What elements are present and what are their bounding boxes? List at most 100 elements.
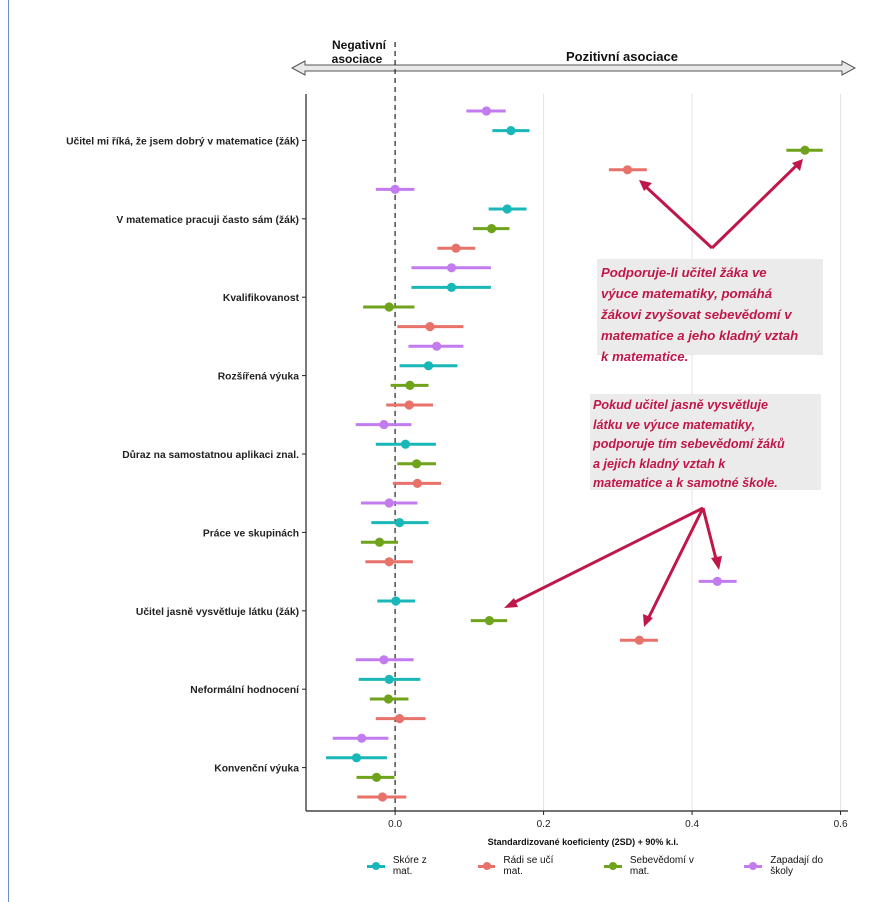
estimate-point: [425, 322, 435, 332]
legend-item: Sebevědomí v mat.: [602, 855, 715, 877]
y-tick-label: Učitel jasně vysvětluje látku (žák): [136, 607, 299, 618]
chart-marks: [326, 106, 823, 802]
x-axis-label: Standardizované koeficienty (2SD) + 90% …: [488, 837, 679, 847]
annotation-arrowheads: [504, 159, 803, 627]
arrow-2a: [510, 506, 704, 606]
legend-item: Zapadají do školy: [742, 855, 848, 877]
estimate-point: [383, 694, 394, 704]
arrow-2b: [646, 507, 705, 620]
legend-key-dot: [749, 862, 758, 870]
legend-label: Sebevědomí v mat.: [629, 855, 694, 877]
chart-legend: Skóre z mat. Rádi se učí mat. Sebevědomí v…: [365, 855, 875, 877]
association-arrow-shape: [290, 60, 857, 76]
callout-1-line: matematice a jeho kladný vztah: [601, 328, 799, 343]
estimate-point: [377, 792, 388, 802]
negative-label-line1: Negativní: [332, 38, 387, 52]
legend-key-dot: [372, 862, 380, 870]
y-tick-label: V matematice pracuji často sám (žák): [116, 215, 299, 226]
legend-item: Skóre z mat.: [365, 855, 449, 877]
estimate-point: [379, 655, 389, 665]
estimate-point: [384, 674, 394, 685]
legend-item: Rádi se učí mat.: [476, 855, 576, 877]
callout-1-line: výuce matematiky, pomáhá: [601, 286, 773, 301]
callout-2-line: látku ve výuce matematiky,: [593, 417, 755, 432]
x-tick-label: 0.0: [388, 819, 402, 830]
estimate-point: [390, 184, 400, 194]
estimate-point: [446, 263, 457, 273]
estimate-point: [384, 557, 394, 567]
callout-1-line: k matematice.: [601, 349, 689, 364]
callout-1-line: žákovi zvyšovat sebevědomí v: [601, 307, 792, 322]
arrow-1a: [643, 184, 714, 250]
estimate-point: [404, 400, 414, 410]
estimate-point: [446, 282, 457, 292]
estimate-point: [451, 243, 461, 253]
annotation-arrows: [510, 163, 799, 620]
legend-label: Skóre z mat.: [392, 855, 427, 877]
estimate-point: [481, 106, 492, 116]
estimate-point: [432, 341, 442, 351]
callout-2-line: matematice a k samotné škole.: [593, 476, 778, 490]
estimate-point: [405, 380, 415, 390]
arrow-2c: [701, 507, 719, 564]
estimate-point: [412, 459, 422, 469]
x-tick-label: 0.2: [537, 819, 551, 830]
y-tick-label: Rozšířená výuka: [218, 372, 300, 383]
estimate-point: [484, 616, 494, 626]
estimate-point: [351, 753, 362, 763]
estimate-point: [371, 772, 382, 783]
legend-key-dot: [609, 862, 618, 870]
estimate-point: [394, 714, 405, 724]
x-tick-label: 0.6: [834, 819, 848, 830]
callout-2-line: a jejich kladný vztah k: [593, 456, 726, 471]
callout-2-line: podporuje tím sebevědomí žáků: [593, 437, 785, 451]
legend-label: Zapadají do školy: [770, 855, 824, 877]
y-tick-label: Neformální hodnocení: [190, 685, 300, 696]
estimate-point: [357, 733, 367, 743]
callout-1-line: Podporuje-li učitel žáka ve: [601, 265, 767, 280]
estimate-point: [394, 518, 405, 528]
estimate-point: [712, 576, 722, 587]
arrowhead-2b: [643, 614, 653, 627]
y-tick-label: Učitel mi říká, že jsem dobrý v matemati…: [66, 136, 299, 147]
y-tick-label: Práce ve skupinách: [203, 528, 299, 539]
legend-label: Rádi se učí mat.: [503, 855, 554, 877]
y-tick-label: Kvalifikovanost: [223, 293, 300, 304]
estimate-point: [634, 635, 644, 645]
legend-key: [365, 860, 387, 872]
arrowhead-2a: [504, 598, 518, 608]
legend-key-dot: [482, 862, 491, 870]
estimate-point: [506, 126, 516, 136]
frame-border: [8, 0, 9, 902]
estimate-point: [423, 361, 434, 371]
estimate-point: [400, 439, 411, 449]
legend-key: [602, 860, 624, 872]
estimate-point: [384, 498, 394, 508]
callout-2-line: Pokud učitel jasně vysvětluje: [593, 398, 768, 412]
arrowhead-1b: [792, 159, 803, 171]
positive-label: Pozitivní asociace: [566, 49, 678, 64]
y-tick-label: Konvenční výuka: [214, 764, 299, 775]
legend-key: [476, 860, 498, 872]
estimate-point: [487, 224, 497, 234]
estimate-point: [622, 165, 633, 175]
arrowhead-2c: [711, 556, 722, 570]
callout-teacher-support: Podporuje-li učitel žáka ve výuce matema…: [597, 259, 823, 364]
estimate-point: [374, 537, 385, 547]
estimate-point: [502, 204, 512, 214]
negative-label-line2: asociace: [332, 52, 383, 66]
x-tick-label: 0.4: [685, 819, 699, 830]
x-tick-labels: 0.0 0.2 0.4 0.6: [388, 819, 848, 830]
estimate-point: [379, 420, 389, 430]
estimate-point: [412, 478, 422, 488]
estimate-point: [391, 596, 401, 606]
association-arrow: [290, 60, 857, 76]
estimate-point: [800, 145, 810, 155]
y-tick-labels: Učitel mi říká, že jsem dobrý v matemati…: [66, 136, 300, 774]
legend-key: [742, 860, 764, 872]
axes: [302, 94, 848, 815]
arrow-1b: [710, 163, 799, 250]
callout-clear-explanation: Pokud učitel jasně vysvětluje látku ve v…: [590, 394, 821, 490]
